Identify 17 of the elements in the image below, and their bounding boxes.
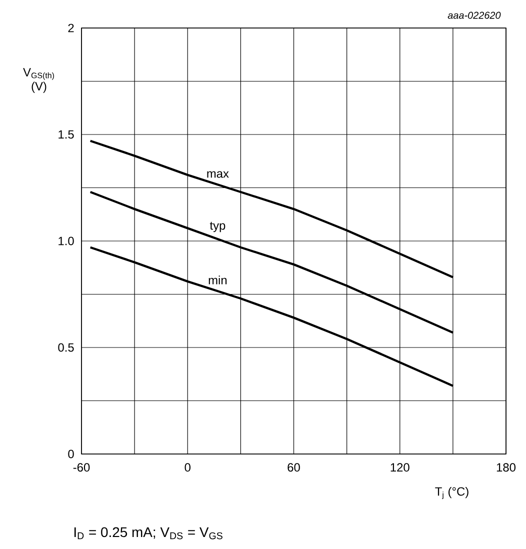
y-tick-label: 1.5 xyxy=(58,130,74,139)
text: aaa-022620 xyxy=(448,12,501,19)
y-tick-label: 0 xyxy=(68,450,74,458)
y-tick-label: 2 xyxy=(68,24,74,32)
series-label: min xyxy=(208,276,227,284)
series-label: typ xyxy=(210,222,226,232)
text: I$_{D}$ = 0.25 mA; V$_{DS}$ = V$_{GS}$ xyxy=(74,527,222,540)
series-label: max xyxy=(207,171,229,178)
x-tick-label: -60 xyxy=(73,463,90,472)
x-tick-label: 120 xyxy=(390,463,410,472)
y-axis-title: V$_{GS(th)}$ (V) xyxy=(23,68,54,93)
y-tick-label: 0.5 xyxy=(58,343,74,352)
x-axis-title: T$_{j}$ (°C) xyxy=(435,486,468,500)
x-tick-label: 0 xyxy=(184,463,190,472)
x-tick-label: 60 xyxy=(288,463,300,472)
x-tick-label: 180 xyxy=(496,463,516,472)
y-tick-label: 1.0 xyxy=(58,236,74,246)
